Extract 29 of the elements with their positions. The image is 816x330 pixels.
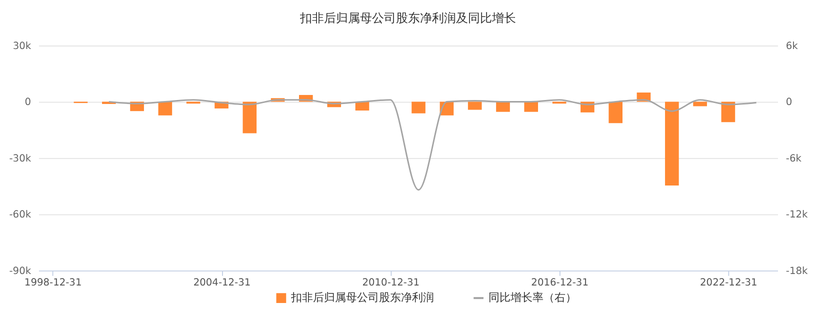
bar xyxy=(665,102,679,186)
x-tick-label: 2022-12-31 xyxy=(700,278,758,289)
bar xyxy=(496,102,510,112)
x-tick-label: 2016-12-31 xyxy=(531,278,588,289)
y2-tick-label: -12k xyxy=(786,210,808,221)
line-series xyxy=(108,99,758,191)
x-tick-label: 2004-12-31 xyxy=(193,278,251,289)
bar xyxy=(468,102,482,110)
legend-label: 扣非后归属母公司股东净利润 xyxy=(290,291,434,304)
chart-title: 扣非后归属母公司股东净利润及同比增长 xyxy=(299,10,516,25)
bar xyxy=(524,102,538,112)
y2-tick-label: 6k xyxy=(786,40,798,52)
y-tick-label: -90k xyxy=(9,266,32,277)
y2-tick-label: -18k xyxy=(786,266,808,277)
bar xyxy=(721,102,736,122)
y-tick-label: -30k xyxy=(9,153,32,164)
bar xyxy=(608,102,622,124)
bar xyxy=(412,102,426,114)
y-tick-label: -60k xyxy=(9,210,32,221)
legend-label: 同比增长率（右） xyxy=(488,291,576,304)
y2-tick-label: -6k xyxy=(786,153,802,164)
bar xyxy=(158,102,172,116)
y-tick-label: 30k xyxy=(12,40,32,52)
y-tick-label: 0 xyxy=(24,97,32,108)
x-tick-label: 1998-12-31 xyxy=(24,278,82,289)
bar xyxy=(693,102,707,106)
bar xyxy=(242,102,257,134)
x-tick-label: 2010-12-31 xyxy=(362,278,420,289)
y2-tick-label: 0 xyxy=(786,97,792,108)
